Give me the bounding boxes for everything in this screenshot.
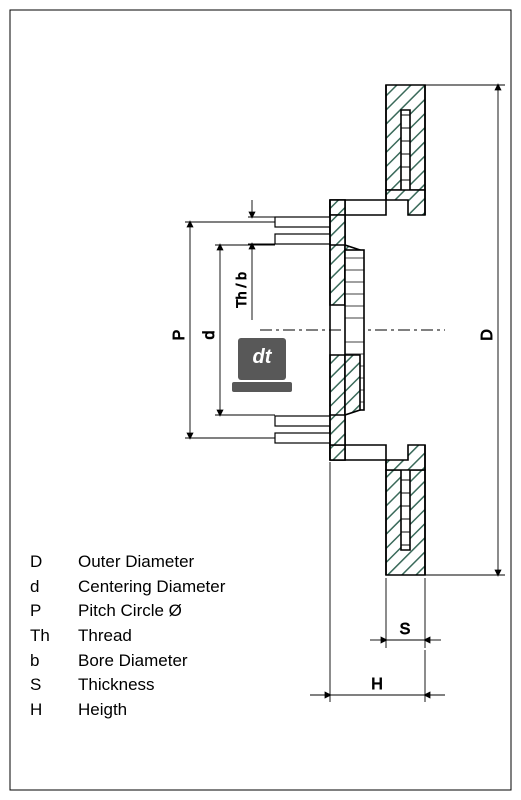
legend-key: S [30,673,78,698]
legend-label: Heigth [78,698,127,723]
dim-label-H: H [371,676,383,693]
dim-label-D: D [479,329,496,341]
legend-label: Thread [78,624,132,649]
legend-key: D [30,550,78,575]
svg-text:dt: dt [253,346,273,368]
legend-key: Th [30,624,78,649]
dim-label-d: d [201,331,218,340]
legend-label: Outer Diameter [78,550,194,575]
dimension-S: S [370,578,441,648]
legend-label: Thickness [78,673,155,698]
legend-key: d [30,575,78,600]
dimension-P: P [171,222,275,438]
legend-row: ThThread [30,624,225,649]
legend-key: H [30,698,78,723]
legend-key: P [30,599,78,624]
legend-row: DOuter Diameter [30,550,225,575]
dim-label-S: S [400,621,411,638]
dt-logo: dt [232,338,292,392]
legend-label: Bore Diameter [78,649,188,674]
legend-label: Centering Diameter [78,575,225,600]
legend-row: HHeigth [30,698,225,723]
legend-row: SThickness [30,673,225,698]
dimension-Thb: Th / b [233,200,275,320]
legend: DOuter Diameter dCentering Diameter PPit… [30,550,225,722]
legend-row: PPitch Circle Ø [30,599,225,624]
legend-row: bBore Diameter [30,649,225,674]
dim-label-Thb: Th / b [233,272,249,308]
legend-key: b [30,649,78,674]
legend-row: dCentering Diameter [30,575,225,600]
dim-label-P: P [171,330,188,341]
disc-section [260,85,445,575]
legend-label: Pitch Circle Ø [78,599,182,624]
